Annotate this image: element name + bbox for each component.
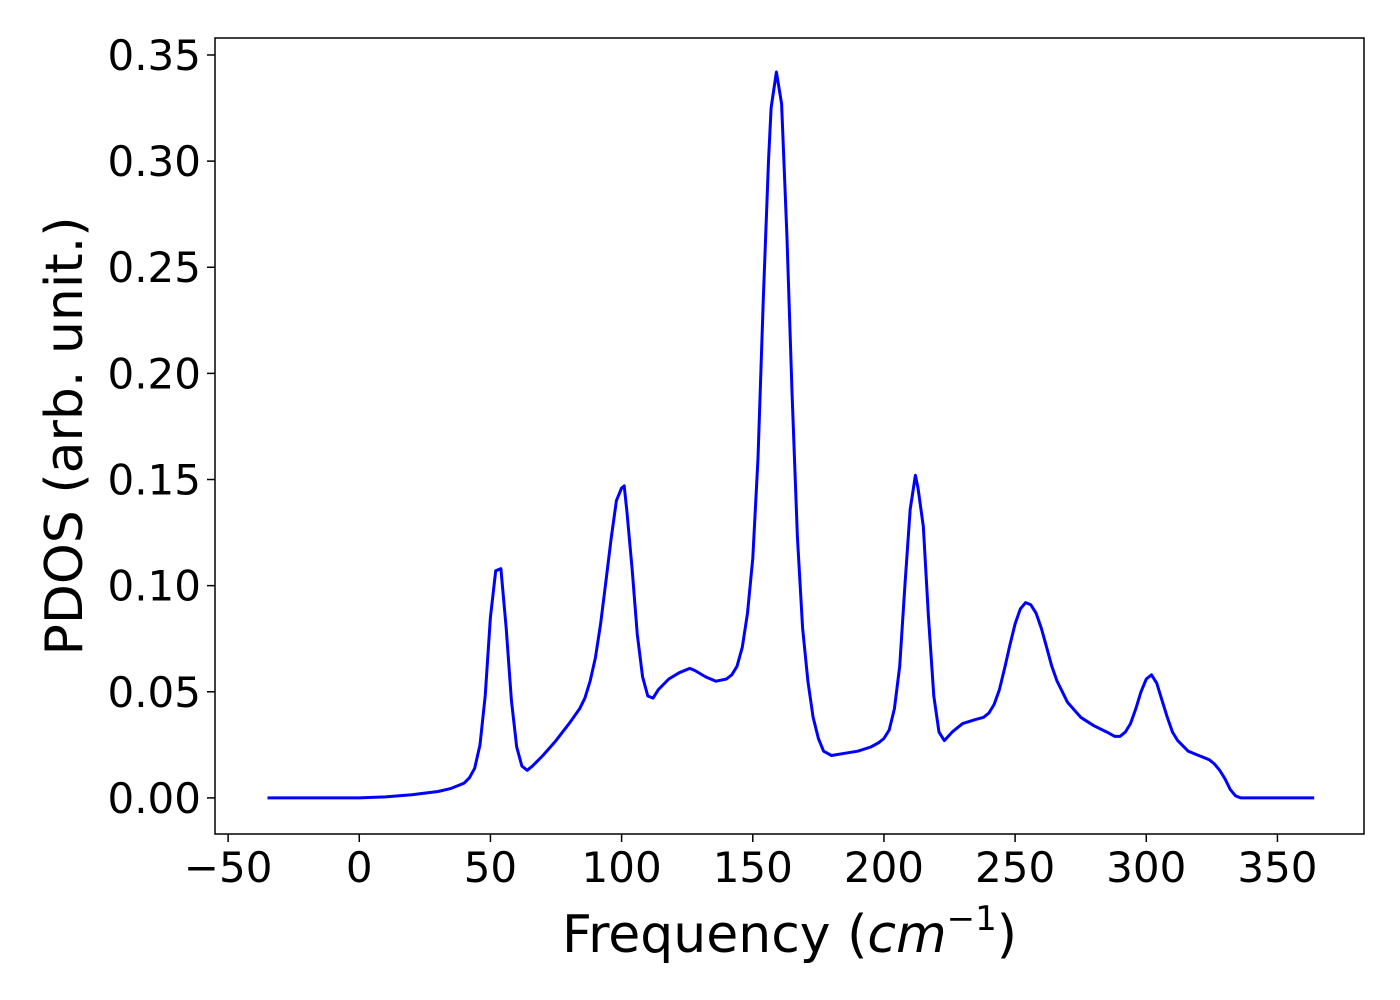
x-tick-label: 350 [1237,843,1317,892]
y-tick-label: 0.05 [107,668,201,717]
y-tick-label: 0.30 [107,137,201,186]
series-line [267,70,1315,800]
y-tick-label: 0.00 [107,774,201,823]
x-tick-label: 300 [1106,843,1186,892]
x-axis-label-exponent: −1 [947,899,997,939]
x-axis-label-prefix: Frequency ( [562,905,867,965]
x-axis-ticks: −50 0 50 100 150 200 250 300 350 [184,834,1318,892]
y-tick-label: 0.10 [107,562,201,611]
y-axis-label: PDOS (arb. unit.) [35,216,95,655]
y-tick-label: 0.20 [107,349,201,398]
y-axis-ticks: 0.00 0.05 0.10 0.15 0.20 0.25 0.30 0.35 [107,31,215,823]
y-tick-label: 0.25 [107,243,201,292]
y-tick-label: 0.35 [107,31,201,80]
x-tick-label: 100 [582,843,662,892]
x-tick-label: 0 [346,843,373,892]
y-tick-label: 0.15 [107,456,201,505]
x-tick-label: 250 [975,843,1055,892]
x-tick-label: 150 [713,843,793,892]
plot-area-frame [214,37,1365,835]
x-axis-label-unit: cm [867,905,946,965]
x-tick-label: 50 [464,843,517,892]
x-tick-label: −50 [184,843,273,892]
x-tick-label: 200 [844,843,924,892]
x-axis-label: Frequency (cm−1) [562,899,1017,965]
x-axis-label-suffix: ) [997,905,1017,965]
